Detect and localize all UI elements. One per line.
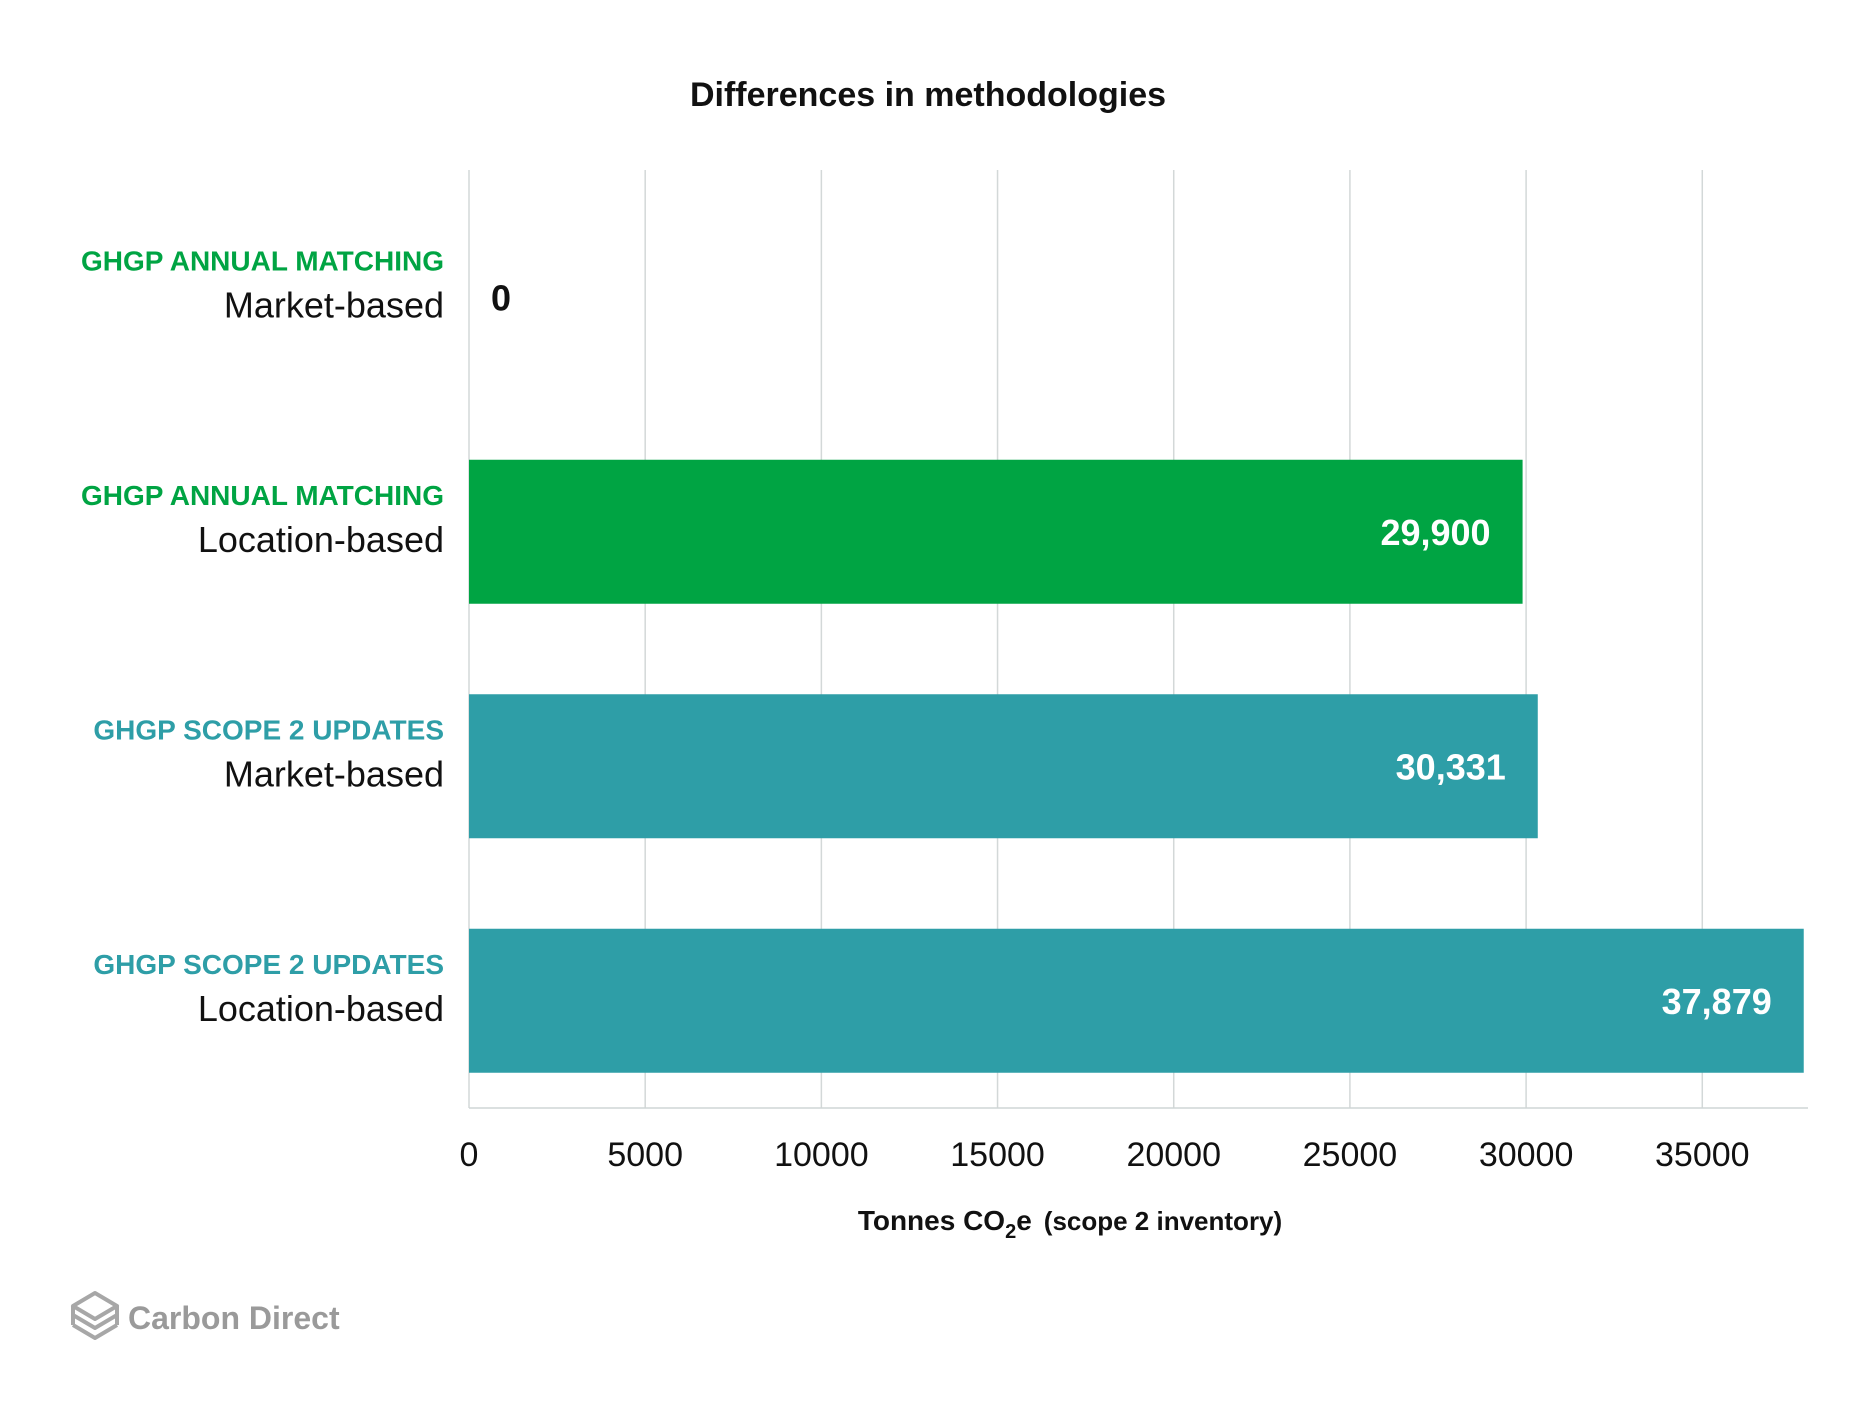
brand-logo: Carbon Direct xyxy=(71,1291,340,1340)
bar xyxy=(469,928,1804,1073)
x-tick-label: 30000 xyxy=(1479,1136,1574,1174)
bar-value-label: 37,879 xyxy=(1662,981,1772,1022)
bar-value-label: 29,900 xyxy=(1380,512,1490,553)
category-group-label: GHGP ANNUAL MATCHING xyxy=(81,245,444,276)
category-method-label: Location-based xyxy=(198,519,444,560)
x-tick-label: 0 xyxy=(460,1136,479,1174)
x-tick-labels: 0 5000 10000 15000 20000 25000 30000 35000 xyxy=(460,1136,1750,1174)
category-labels: GHGP ANNUAL MATCHING Market-based GHGP ANN… xyxy=(81,245,444,1029)
x-axis-title-suffix: e xyxy=(1016,1205,1032,1236)
bar-value-label: 30,331 xyxy=(1396,746,1506,787)
x-tick-label: 5000 xyxy=(607,1136,683,1174)
x-tick-label: 20000 xyxy=(1126,1136,1221,1174)
bar xyxy=(469,459,1523,604)
chart-title: Differences in methodologies xyxy=(690,76,1166,114)
x-tick-label: 35000 xyxy=(1655,1136,1750,1174)
x-axis-title-main: Tonnes CO xyxy=(858,1205,1005,1236)
x-tick-label: 10000 xyxy=(774,1136,869,1174)
bar-value-label: 0 xyxy=(491,277,511,318)
category-group-label: GHGP ANNUAL MATCHING xyxy=(81,480,444,511)
bars: 0 29,900 30,331 37,879 xyxy=(469,277,1804,1073)
category-method-label: Market-based xyxy=(224,284,444,325)
x-axis-title: Tonnes CO2e (scope 2 inventory) xyxy=(858,1205,1282,1243)
category-method-label: Market-based xyxy=(224,753,444,794)
stacked-layers-icon xyxy=(71,1291,119,1340)
brand-logo-text: Carbon Direct xyxy=(128,1300,340,1336)
category-group-label: GHGP SCOPE 2 UPDATES xyxy=(93,714,444,745)
x-axis-title-subscript: 2 xyxy=(1005,1221,1016,1243)
x-axis-title-note: (scope 2 inventory) xyxy=(1044,1206,1282,1236)
x-tick-label: 15000 xyxy=(950,1136,1045,1174)
gridlines xyxy=(468,170,1808,1109)
category-group-label: GHGP SCOPE 2 UPDATES xyxy=(93,949,444,980)
bar xyxy=(469,694,1538,839)
x-tick-label: 25000 xyxy=(1303,1136,1398,1174)
category-method-label: Location-based xyxy=(198,988,444,1029)
